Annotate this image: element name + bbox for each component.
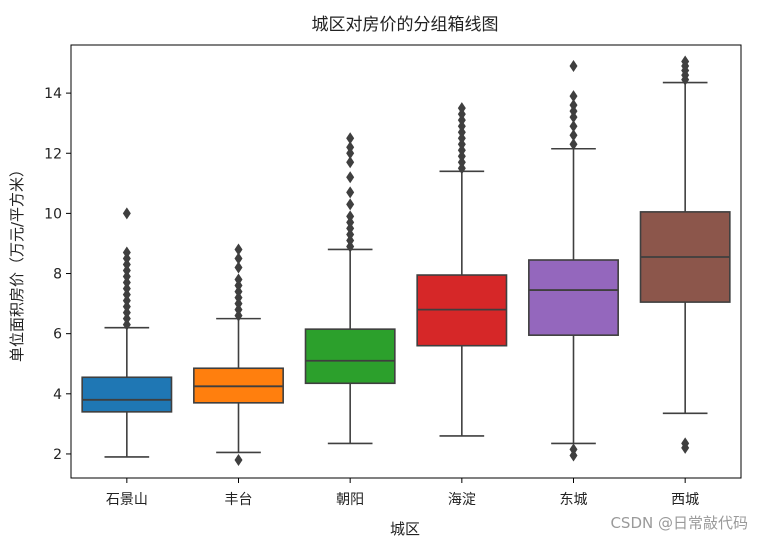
outlier-point xyxy=(457,126,466,139)
outlier-point xyxy=(122,288,131,301)
outlier-point xyxy=(122,294,131,307)
plot-frame xyxy=(70,44,742,479)
outlier-point xyxy=(122,258,131,271)
y-tick-label: 2 xyxy=(53,447,62,463)
outlier-point xyxy=(346,132,355,145)
outlier-point xyxy=(234,261,243,274)
y-tick-label: 10 xyxy=(44,206,62,222)
outlier-point xyxy=(234,453,243,466)
x-tick-label: 朝阳 xyxy=(336,492,364,508)
outlier-point xyxy=(457,150,466,163)
outlier-point xyxy=(122,312,131,325)
outlier-point xyxy=(234,303,243,316)
y-axis-label: 单位面积房价（万元/平方米） xyxy=(8,162,26,362)
outlier-point xyxy=(569,138,578,151)
outlier-point xyxy=(122,252,131,265)
outlier-point xyxy=(122,318,131,331)
outlier-point xyxy=(569,449,578,462)
outlier-point xyxy=(346,240,355,253)
plot-area: 2 4 6 8 10 12 14 石景山 丰台 朝阳 海淀 东城 西城 xyxy=(44,44,742,508)
y-tick-label: 4 xyxy=(53,387,62,403)
x-axis-label: 城区 xyxy=(390,520,420,538)
x-tick-label: 丰台 xyxy=(225,492,253,508)
outlier-point xyxy=(346,147,355,160)
outlier-point xyxy=(457,132,466,145)
outlier-point xyxy=(122,270,131,283)
outlier-point xyxy=(122,282,131,295)
outlier-point xyxy=(122,264,131,277)
outlier-point xyxy=(234,252,243,265)
outlier-point xyxy=(346,186,355,199)
y-tick-label: 14 xyxy=(44,86,62,102)
outlier-point xyxy=(346,216,355,229)
outlier-point xyxy=(681,437,690,450)
outlier-point xyxy=(346,198,355,211)
outlier-point xyxy=(569,443,578,456)
outlier-point xyxy=(346,228,355,241)
outlier-point xyxy=(234,279,243,292)
outlier-point xyxy=(122,300,131,313)
outlier-point xyxy=(346,234,355,247)
chart-title: 城区对房价的分组箱线图 xyxy=(312,15,499,35)
x-tick-label: 西城 xyxy=(671,492,699,508)
y-tick-label: 12 xyxy=(44,146,62,162)
box-5 xyxy=(528,259,619,336)
outlier-point xyxy=(569,111,578,124)
outlier-point xyxy=(457,108,466,121)
x-tick-label: 石景山 xyxy=(106,492,148,508)
outlier-point xyxy=(122,246,131,259)
outlier-point xyxy=(234,285,243,298)
y-tick-label: 8 xyxy=(53,267,62,283)
outlier-point xyxy=(234,273,243,286)
outlier-point xyxy=(569,120,578,133)
outlier-point xyxy=(457,102,466,115)
outlier-point xyxy=(346,141,355,154)
outlier-point xyxy=(234,297,243,310)
x-tick-label: 东城 xyxy=(560,492,588,508)
x-tick-label: 海淀 xyxy=(448,492,476,508)
watermark: CSDN @日常敲代码 xyxy=(610,514,748,532)
box-3 xyxy=(304,328,396,385)
outlier-point xyxy=(457,120,466,133)
outlier-point xyxy=(346,210,355,223)
outlier-point xyxy=(234,243,243,256)
outlier-point xyxy=(122,276,131,289)
outlier-point xyxy=(569,105,578,118)
outlier-point xyxy=(457,162,466,175)
outlier-point xyxy=(457,114,466,127)
y-tick-label: 6 xyxy=(53,327,62,343)
outlier-point xyxy=(122,306,131,319)
outlier-point xyxy=(234,291,243,304)
outlier-point xyxy=(346,222,355,235)
box-1 xyxy=(81,376,173,413)
outlier-point xyxy=(346,156,355,169)
outlier-point xyxy=(681,55,690,68)
outlier-point xyxy=(122,207,131,220)
outlier-point xyxy=(234,309,243,322)
outlier-point xyxy=(569,99,578,112)
outlier-point xyxy=(569,129,578,142)
outlier-point xyxy=(569,60,578,73)
outlier-point xyxy=(457,156,466,169)
outlier-point xyxy=(569,90,578,103)
outlier-point xyxy=(457,138,466,151)
outlier-point xyxy=(346,171,355,184)
outlier-point xyxy=(457,144,466,157)
